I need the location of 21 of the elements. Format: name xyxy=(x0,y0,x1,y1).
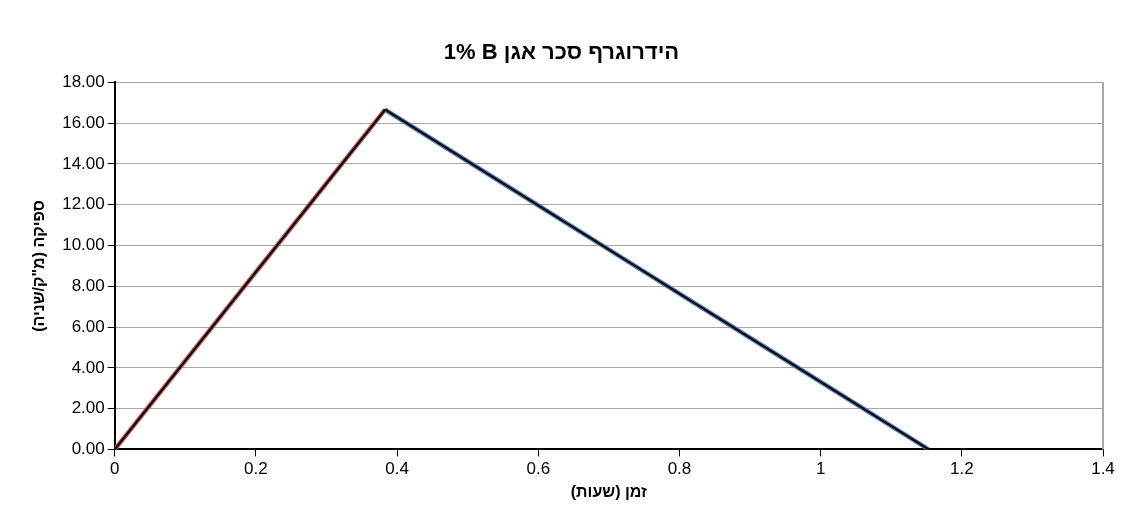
y-tick-label: 4.00 xyxy=(71,357,105,377)
x-tick-label: 1 xyxy=(815,459,826,479)
y-tick-label: 0.00 xyxy=(71,439,105,459)
y-tick-label: 12.00 xyxy=(62,194,105,214)
y-tick-label: 6.00 xyxy=(71,316,105,336)
x-tick-label: 1.4 xyxy=(1091,459,1115,479)
x-tick-label: 0.8 xyxy=(667,459,692,479)
y-tick-label: 14.00 xyxy=(62,153,105,173)
y-tick-label: 2.00 xyxy=(71,398,105,418)
x-axis-title: זמן (שעות) xyxy=(570,482,648,500)
x-tick-label: 0.2 xyxy=(244,459,268,479)
x-tick-label: 1.2 xyxy=(950,459,974,479)
x-tick-label: 0.4 xyxy=(385,459,409,479)
y-tick-label: 16.00 xyxy=(62,112,105,132)
y-axis-title: ספיקה (מ"ק/שניה) xyxy=(30,199,48,332)
x-tick-label: 0 xyxy=(110,459,120,479)
y-tick-label: 8.00 xyxy=(71,275,105,295)
y-tick-label: 18.00 xyxy=(62,72,105,92)
x-tick-label: 0.6 xyxy=(526,459,551,479)
y-tick-label: 10.00 xyxy=(62,235,105,255)
chart-title: 1% B הידרוגרף סכר אגן xyxy=(443,39,680,65)
